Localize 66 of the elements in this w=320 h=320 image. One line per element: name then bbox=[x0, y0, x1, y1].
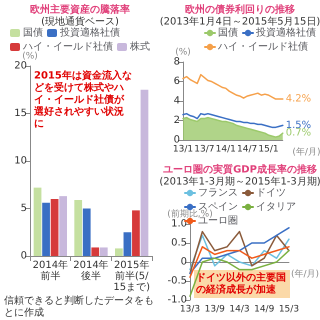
data-label: 0.7% bbox=[286, 128, 312, 139]
x-tick-label: 2015年前半(5/15まで) bbox=[113, 259, 150, 293]
y-tick-label: 6 bbox=[174, 76, 180, 87]
x-tick-label: 14/7 bbox=[237, 144, 258, 154]
y-tick-label: 0 bbox=[20, 250, 27, 262]
bar bbox=[34, 188, 42, 256]
y-tick-label: 8 bbox=[174, 56, 180, 68]
legend-label: 株式 bbox=[129, 40, 150, 52]
x-tick-label: 13/3 bbox=[180, 304, 200, 314]
bar bbox=[82, 208, 91, 256]
chart-subtitle: (2013年1月4日～2015年5月15日) bbox=[160, 16, 320, 28]
legend-label: 投資適格社債 bbox=[255, 26, 316, 38]
bar bbox=[100, 247, 108, 256]
x-tick-label: 14/3 bbox=[229, 304, 250, 314]
bar bbox=[132, 210, 140, 256]
bar bbox=[140, 90, 148, 256]
x-axis-title: (年/月) bbox=[292, 146, 320, 158]
legend-label: ハイ・イールド社債 bbox=[22, 40, 113, 52]
x-tick-label: 2014年後半 bbox=[73, 259, 109, 282]
y-axis-title: (%) bbox=[22, 52, 38, 62]
x-tick-label: 14/1 bbox=[216, 144, 236, 154]
annotation: 2015年は資金流入などを受けて株式やハイ・イールド社債が選好されやすい状況に bbox=[33, 70, 132, 130]
bar bbox=[59, 196, 68, 256]
annotation: ドイツ以外の主要国の経済成長が加速 bbox=[196, 272, 286, 296]
x-tick-label: 13/7 bbox=[194, 144, 214, 154]
legend-label: 国債 bbox=[23, 26, 43, 38]
line-series bbox=[182, 74, 284, 100]
y-tick-label: 4 bbox=[174, 96, 180, 106]
bar bbox=[50, 199, 58, 256]
x-axis-title: (年/月) bbox=[290, 268, 320, 280]
y-tick-label: 10 bbox=[14, 156, 27, 166]
y-tick-label: 20 bbox=[14, 60, 27, 72]
bar bbox=[42, 202, 50, 256]
legend-label: 国債 bbox=[218, 26, 238, 38]
legend-label: ハイ・イールド社債 bbox=[217, 40, 308, 52]
chart-title: 欧州主要資産の騰落率 bbox=[30, 4, 130, 16]
chart-subtitle: (現地通貨ベース) bbox=[41, 16, 119, 28]
y-tick-label: -0.5 bbox=[167, 276, 187, 286]
y-axis-title: (%) bbox=[175, 48, 191, 58]
y-tick-label: 15 bbox=[14, 108, 27, 119]
x-tick-label: 2014年前半 bbox=[32, 259, 68, 282]
y-tick-label: 0 bbox=[180, 256, 187, 268]
bar bbox=[114, 248, 123, 256]
bar bbox=[124, 232, 132, 256]
line-series bbox=[182, 112, 284, 128]
data-label: 4.2% bbox=[286, 94, 312, 105]
text: 信頼できると判断したデータをもとに作成 bbox=[4, 294, 154, 318]
chart-subtitle: (2013年1-3月期～2015年1-3月期) bbox=[159, 176, 320, 188]
y-tick-label: 2 bbox=[174, 115, 180, 126]
x-tick-label: 15/1 bbox=[258, 144, 279, 154]
legend-label: 投資適格社債 bbox=[59, 26, 120, 38]
y-tick-label: -1.0 bbox=[167, 294, 187, 306]
chart-title: 欧州の債券利回りの推移 bbox=[185, 4, 295, 16]
y-tick-label: 5 bbox=[20, 203, 27, 214]
legend-label: イタリア bbox=[256, 202, 296, 212]
bar bbox=[91, 247, 100, 256]
y-tick-label: 0.5 bbox=[171, 238, 187, 248]
x-tick-label: 13/1 bbox=[172, 144, 194, 154]
legend-label: フランス bbox=[198, 188, 238, 198]
x-tick-label: 14/9 bbox=[254, 304, 275, 314]
legend-label: ドイツ bbox=[256, 188, 286, 198]
x-tick-label: 15/3 bbox=[278, 304, 300, 314]
y-tick-label: 0 bbox=[174, 134, 180, 146]
bar bbox=[74, 200, 82, 256]
chart-title: ユーロ圏の実質GDP成長率の推移 bbox=[163, 164, 317, 176]
x-tick-label: 13/9 bbox=[204, 304, 226, 314]
